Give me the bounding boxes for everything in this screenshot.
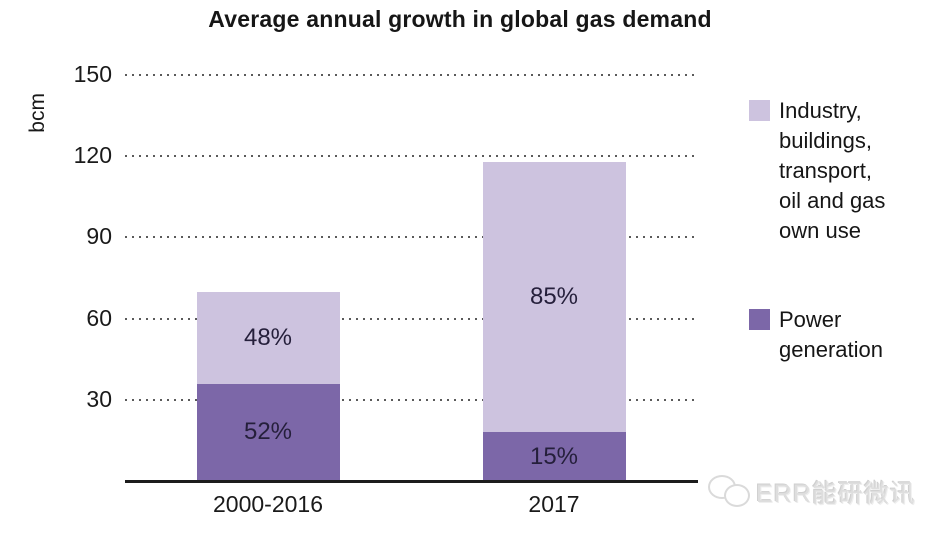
x-tick-label-2000-2016: 2000-2016 [213, 491, 323, 517]
y-tick-label-60: 60 [86, 304, 112, 331]
legend-swatch-power-generation [749, 309, 770, 330]
gridline-60 [125, 317, 698, 320]
bar-segment-2000-2016-industry,: 48% [196, 291, 340, 384]
bar-percent-label: 48% [243, 323, 293, 351]
bar-segment-2017-industry,: 85% [482, 161, 626, 433]
y-axis-label: bcm [26, 93, 49, 133]
bar-percent-label: 85% [529, 282, 579, 310]
chart-title: Average annual growth in global gas dema… [208, 6, 712, 32]
gridline-150 [125, 74, 698, 76]
gridline-120 [125, 155, 698, 158]
y-tick-label-30: 30 [86, 385, 112, 412]
x-axis-line [125, 480, 698, 483]
y-tick-label-120: 120 [73, 142, 112, 169]
gridline-30 [125, 398, 698, 401]
x-tick-label-2017: 2017 [528, 491, 580, 517]
legend-item-power-generation: Power generation [749, 305, 899, 365]
bar-percent-label: 15% [529, 442, 579, 470]
bar-segment-2017-power: 15% [482, 432, 626, 481]
watermark: ERR能研微讯 [706, 464, 926, 520]
legend-label-industry: Industry, buildings, transport, oil and … [779, 98, 886, 243]
bar-segment-2000-2016-power: 52% [196, 383, 340, 481]
legend-item-industry: Industry, buildings, transport, oil and … [749, 96, 899, 246]
gridline-90 [125, 236, 698, 239]
watermark-text: ERR能研微讯 [756, 480, 916, 508]
y-tick-label-90: 90 [86, 223, 112, 250]
y-tick-label-150: 150 [73, 61, 112, 87]
chat-bubbles-logo-icon [706, 471, 756, 513]
legend-label-power-generation: Power generation [779, 307, 883, 362]
bar-percent-label: 52% [243, 418, 293, 446]
legend-swatch-industry [749, 100, 770, 121]
chat-bubble-icon [724, 484, 750, 507]
